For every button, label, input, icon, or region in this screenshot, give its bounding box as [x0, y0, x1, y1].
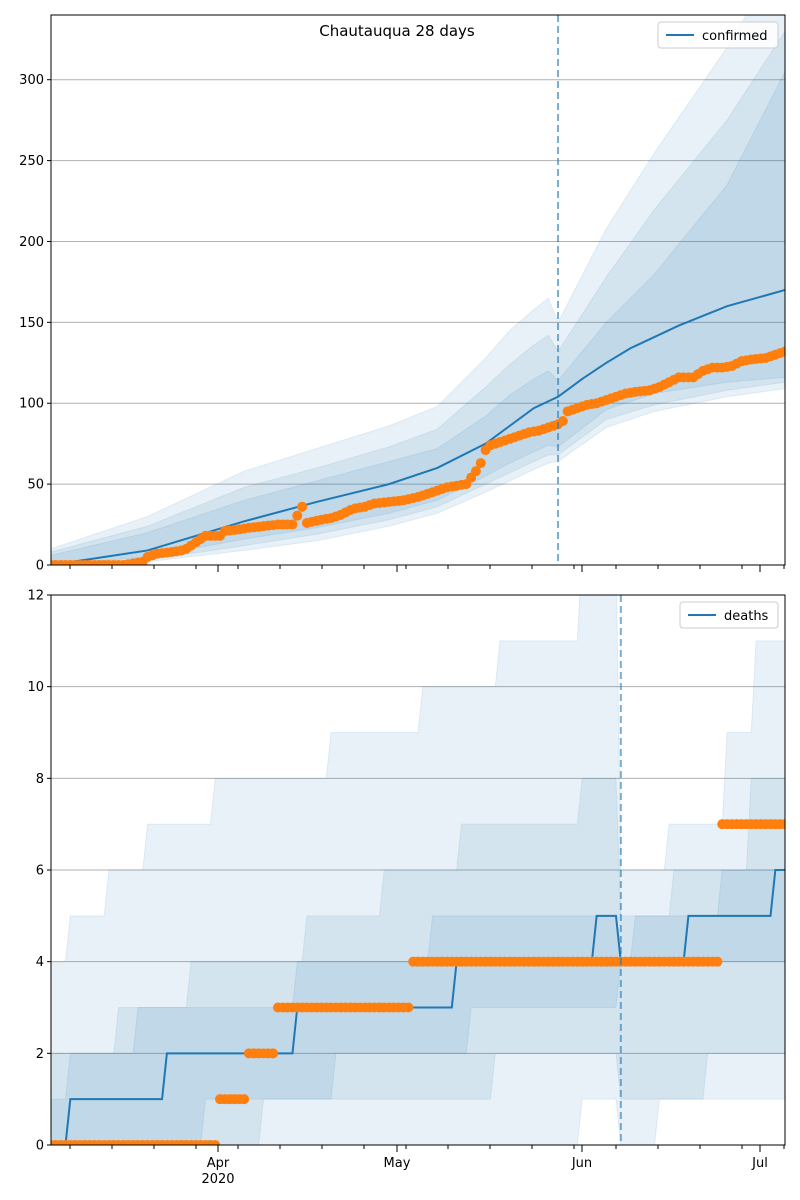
uncertainty-band-3 — [51, 595, 785, 1145]
y-tick-label: 250 — [19, 154, 44, 169]
y-tick-label: 0 — [36, 1139, 44, 1154]
x-tick-label: Apr — [207, 1156, 230, 1171]
observed-point — [297, 501, 308, 512]
y-tick-label: 100 — [19, 397, 44, 412]
mean-line — [51, 289, 785, 565]
observed-point — [780, 346, 785, 357]
x-tick-label: Jun — [571, 1156, 592, 1171]
legend-box — [657, 21, 779, 49]
y-tick-label: 8 — [36, 772, 44, 787]
y-tick-label: 300 — [19, 73, 44, 88]
axes-frame — [50, 14, 786, 566]
legend: confirmed — [657, 21, 779, 49]
observed-point — [292, 510, 303, 521]
observed-point — [268, 1048, 279, 1059]
x-tick-sublabel: 2020 — [201, 1172, 234, 1187]
y-tick-label: 12 — [27, 589, 44, 604]
y-tick-label: 10 — [27, 680, 44, 695]
observed-point — [780, 819, 785, 830]
observed-point — [210, 1140, 221, 1145]
y-tick-label: 4 — [36, 955, 44, 970]
plot-area — [51, 595, 785, 1145]
y-tick-label: 50 — [27, 478, 44, 493]
x-tick-label: May — [384, 1156, 411, 1171]
y-tick-label: 2 — [36, 1047, 44, 1062]
confirmed-panel: 0 50 100 150 200 250 300 confirmed — [19, 14, 786, 574]
observed-point — [712, 956, 723, 967]
observed-point — [239, 1094, 250, 1105]
y-tick-label: 0 — [36, 559, 44, 574]
legend-label: deaths — [724, 609, 769, 624]
legend-box — [679, 601, 779, 629]
axes-frame — [50, 594, 786, 1146]
observed-point — [403, 1002, 414, 1013]
uncertainty-band-2 — [51, 30, 785, 565]
legend-label: confirmed — [702, 29, 768, 44]
legend: deaths — [679, 601, 779, 629]
y-tick-label: 200 — [19, 235, 44, 250]
observed-point — [475, 458, 486, 469]
chart-title: Chautauqua 28 days — [319, 22, 475, 40]
x-tick-label: Jul — [751, 1156, 768, 1171]
y-tick-label: 150 — [19, 316, 44, 331]
observed-point — [287, 519, 298, 530]
uncertainty-band-1 — [51, 71, 785, 565]
observed-point — [470, 466, 481, 477]
observed-point — [557, 416, 568, 427]
uncertainty-band-3 — [51, 15, 785, 565]
y-tick-label: 6 — [36, 864, 44, 879]
plot-area — [51, 15, 785, 565]
